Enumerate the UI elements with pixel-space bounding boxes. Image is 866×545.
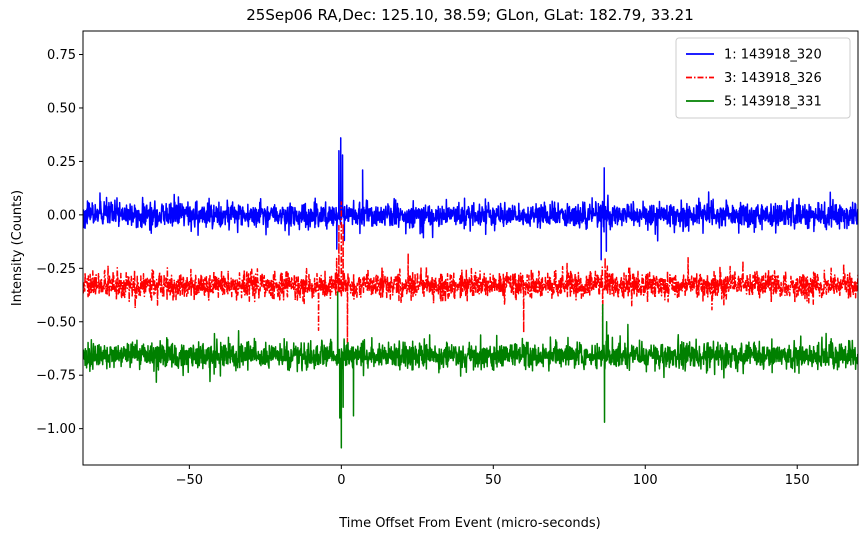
x-tick-label: 150 — [785, 473, 810, 488]
y-tick-label: 0.00 — [47, 208, 76, 223]
y-tick-label: 0.75 — [47, 48, 76, 63]
y-axis: −1.00 −0.75 −0.50 −0.25 0.00 0.25 0.50 0.75 — [36, 48, 83, 437]
y-axis-title: Intensity (Counts) — [10, 190, 25, 306]
legend-label: 1: 143918_320 — [724, 48, 822, 63]
x-tick-label: −50 — [176, 473, 203, 488]
chart-title: 25Sep06 RA,Dec: 125.10, 38.59; GLon, GLa… — [246, 6, 693, 24]
legend-label: 5: 143918_331 — [724, 95, 822, 110]
y-tick-label: −0.75 — [36, 369, 76, 384]
series-line-2 — [83, 201, 858, 344]
series-line-1 — [83, 137, 858, 261]
x-axis: −50 0 50 100 150 — [176, 465, 810, 488]
legend-box — [675, 37, 851, 119]
legend: 1: 143918_320 3: 143918_326 5: 143918_331 — [675, 37, 851, 119]
x-tick-label: 100 — [633, 473, 658, 488]
y-tick-label: −1.00 — [36, 422, 76, 437]
series-layer — [83, 137, 858, 449]
x-axis-title: Time Offset From Event (micro-seconds) — [338, 516, 601, 531]
legend-label: 3: 143918_326 — [724, 71, 822, 86]
y-tick-label: −0.50 — [36, 315, 76, 330]
x-tick-label: 0 — [337, 473, 345, 488]
y-tick-label: −0.25 — [36, 262, 76, 277]
series-line-3 — [83, 291, 858, 449]
y-tick-label: 0.50 — [47, 101, 76, 116]
plot-frame — [82, 30, 859, 466]
y-tick-label: 0.25 — [47, 155, 76, 170]
x-tick-label: 50 — [485, 473, 502, 488]
